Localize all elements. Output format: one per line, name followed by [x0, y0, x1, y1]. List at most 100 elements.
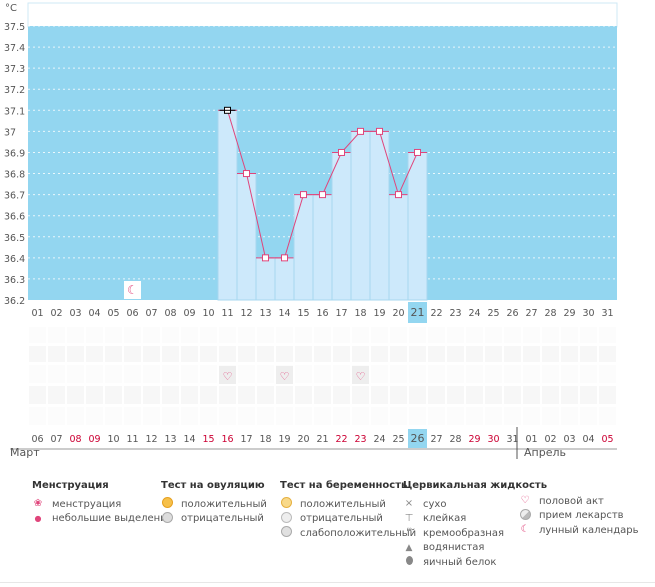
symptom-cell — [181, 386, 198, 404]
date-label: 25 — [392, 434, 404, 445]
heart-icon: ♡ — [356, 370, 366, 383]
legend-label: небольшие выделения — [52, 513, 173, 524]
date-label: 10 — [107, 434, 119, 445]
symptom-cell — [314, 365, 331, 383]
symptom-cell — [200, 365, 217, 383]
symptom-cell — [48, 327, 65, 343]
symptom-cell — [105, 346, 122, 362]
symptom-cell — [200, 327, 217, 343]
symptom-cell — [447, 346, 464, 362]
legend-menstruation: Менструация ❀ менструация ● небольшие вы… — [32, 480, 173, 526]
symptom-cell — [48, 386, 65, 404]
legend-label: отрицательный — [300, 513, 383, 524]
cycle-day-label: 24 — [468, 308, 480, 319]
symptom-cell — [143, 365, 160, 383]
symptom-cell — [542, 365, 559, 383]
symptom-cell — [523, 365, 540, 383]
symptom-cell — [352, 407, 369, 425]
symptom-cell — [371, 407, 388, 425]
legend-item-medication: прием лекарств — [519, 509, 639, 524]
legend-label: кремообразная — [423, 528, 504, 539]
symptom-cell — [67, 327, 84, 343]
cycle-day-label: 29 — [563, 308, 575, 319]
temperature-point — [396, 192, 402, 198]
symptom-cell — [276, 386, 293, 404]
symptom-cell — [580, 346, 597, 362]
date-label: 22 — [335, 434, 347, 445]
cycle-day-label: 31 — [601, 308, 613, 319]
cycle-day-label: 08 — [164, 308, 176, 319]
legend-label: клейкая — [423, 513, 466, 524]
temperature-bar — [256, 258, 275, 300]
symptom-cell — [181, 365, 198, 383]
y-tick-label: 37 — [4, 127, 16, 138]
legend-other: ♡ половой акт прием лекарств ☾ лунный ка… — [519, 494, 639, 538]
date-label: 04 — [582, 434, 594, 445]
symptom-cell — [276, 327, 293, 343]
date-label: 29 — [468, 434, 480, 445]
symptom-cell — [599, 346, 616, 362]
legend-item-pregnancy-positive: положительный — [280, 497, 416, 512]
temperature-point — [339, 149, 345, 155]
date-label: 26 — [411, 432, 425, 445]
y-tick-label: 37.5 — [4, 22, 25, 33]
symptom-cell — [561, 327, 578, 343]
legend-item-ovulation-positive: положительный — [161, 497, 267, 512]
symptom-cell — [561, 407, 578, 425]
symptom-cell — [523, 386, 540, 404]
egg-white-icon — [403, 556, 415, 568]
symptom-cell — [257, 365, 274, 383]
symptom-cell — [599, 386, 616, 404]
temperature-point — [263, 255, 269, 261]
temperature-bar — [237, 174, 256, 300]
y-tick-label: 36.5 — [4, 233, 25, 244]
symptom-cell — [599, 327, 616, 343]
symptom-cell — [124, 386, 141, 404]
cycle-day-label: 01 — [31, 308, 43, 319]
symptom-cell — [143, 386, 160, 404]
symptom-cell — [599, 407, 616, 425]
symptom-cell — [143, 346, 160, 362]
legend-item-menstruation: ❀ менструация — [32, 497, 173, 512]
date-label: 01 — [525, 434, 537, 445]
symptom-cell — [314, 386, 331, 404]
bbt-chart-page: 36.2 36.3 36.4 36.5 36.6 36.7 36.8 36.9 37 37.1 37… — [0, 0, 655, 587]
symptom-cell — [219, 327, 236, 343]
symptom-cell — [295, 327, 312, 343]
date-label: 30 — [487, 434, 499, 445]
legend-label: отрицательный — [181, 513, 264, 524]
symptom-cell — [542, 407, 559, 425]
symptom-cell — [67, 407, 84, 425]
symptom-cell — [390, 386, 407, 404]
symptom-cell — [67, 386, 84, 404]
symptom-cell — [371, 327, 388, 343]
ovulation-negative-icon — [161, 512, 173, 526]
cycle-day-label: 14 — [278, 308, 290, 319]
symptom-cell — [105, 407, 122, 425]
legend-item-ovulation-negative: отрицательный — [161, 512, 267, 527]
y-tick-label: 36.3 — [4, 275, 25, 286]
symptom-cell — [238, 327, 255, 343]
symptom-cell — [504, 407, 521, 425]
symptom-cell — [257, 327, 274, 343]
symptom-cell — [428, 327, 445, 343]
legend-cervical-title: Цервикальная жидкость — [403, 480, 547, 491]
symptom-cell — [428, 365, 445, 383]
symptom-cell — [466, 327, 483, 343]
cycle-day-label: 03 — [69, 308, 81, 319]
temperature-bar — [351, 131, 370, 300]
y-tick-label: 36.8 — [4, 170, 25, 181]
symptom-cell — [447, 365, 464, 383]
legend-item-pregnancy-weak: слабоположительный — [280, 526, 416, 541]
legend-label: лунный календарь — [539, 525, 639, 536]
date-label: 03 — [563, 434, 575, 445]
cycle-day-label: 11 — [221, 308, 233, 319]
symptom-cell — [333, 327, 350, 343]
cycle-day-label: 13 — [259, 308, 271, 319]
legend-item-moon: ☾ лунный календарь — [519, 523, 639, 538]
date-label: 21 — [316, 434, 328, 445]
symptom-cell — [105, 327, 122, 343]
symptom-cell — [86, 346, 103, 362]
y-tick-label: 37.3 — [4, 64, 25, 75]
symptom-cell — [124, 346, 141, 362]
